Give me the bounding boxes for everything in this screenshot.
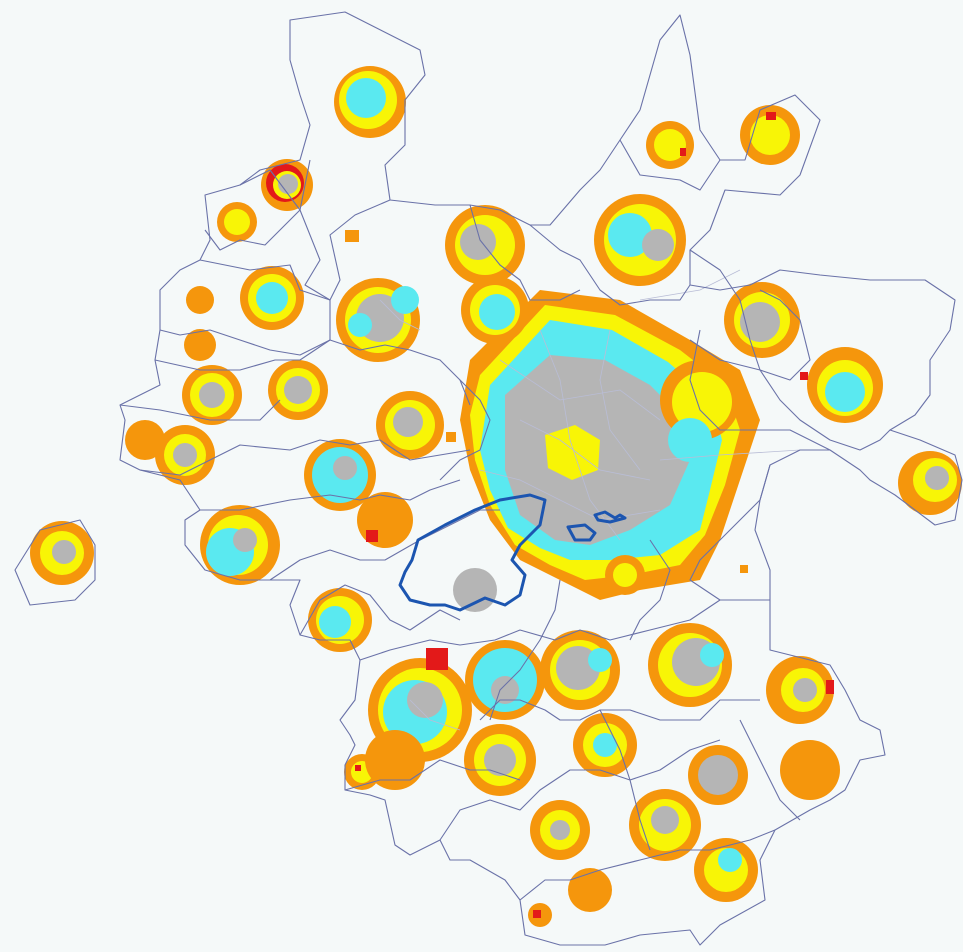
density-patch: [740, 565, 748, 573]
zone-boundary: [439, 739, 721, 841]
density-patch: [588, 648, 612, 672]
zone-boundary: [629, 539, 671, 641]
zone-boundary: [689, 339, 891, 451]
density-patch: [366, 530, 378, 542]
density-patch: [780, 740, 840, 800]
zone-boundary: [599, 709, 651, 851]
density-patch: [568, 868, 612, 912]
sub-zone-line: [639, 269, 741, 301]
zone-boundary: [159, 259, 331, 356]
sub-zone-line: [519, 419, 651, 481]
density-patch: [672, 372, 732, 432]
zone-boundary: [119, 399, 281, 421]
density-patch: [284, 376, 312, 404]
density-patch: [698, 755, 738, 795]
density-patch: [608, 213, 652, 257]
density-patch: [740, 302, 780, 342]
density-patch: [766, 112, 776, 120]
zone-boundary: [739, 719, 801, 821]
density-patch: [333, 456, 357, 480]
zone-boundary: [619, 139, 721, 191]
density-patch: [593, 733, 617, 757]
density-patch: [426, 648, 448, 670]
density-patch: [613, 563, 637, 587]
density-patch: [826, 680, 834, 694]
density-patch: [393, 407, 423, 437]
zone-boundary: [689, 249, 811, 381]
zone-boundary: [439, 379, 491, 481]
zone-boundary: [139, 439, 471, 476]
density-patch: [407, 682, 443, 718]
zone-boundary: [200, 479, 461, 511]
zone-boundary: [269, 539, 421, 581]
density-patch: [550, 820, 570, 840]
density-patch: [479, 294, 515, 330]
density-patch: [654, 129, 686, 161]
density-patch: [391, 286, 419, 314]
zone-boundary: [204, 169, 301, 251]
density-patch: [365, 730, 425, 790]
density-patch: [233, 528, 257, 552]
density-patch: [256, 282, 288, 314]
density-patch: [125, 420, 165, 460]
highlight-zone-small: [566, 510, 627, 542]
density-patch: [533, 910, 541, 918]
density-patch: [184, 329, 216, 361]
density-patch: [668, 418, 712, 462]
density-patch: [199, 382, 225, 408]
density-patch: [750, 115, 790, 155]
density-patch: [651, 806, 679, 834]
density-patch: [484, 744, 516, 776]
zone-boundary: [529, 224, 691, 306]
density-patch: [446, 432, 456, 442]
density-patch: [460, 224, 496, 260]
density-patch: [680, 148, 686, 156]
density-patch: [453, 568, 497, 612]
sub-zone-line: [379, 299, 421, 331]
sub-zone-line: [409, 699, 461, 731]
density-patch: [642, 229, 674, 261]
sub-zone-line: [599, 329, 641, 471]
density-patch: [800, 372, 808, 380]
zone-boundary: [689, 329, 831, 451]
density-layer: [30, 66, 962, 927]
sub-zone-line: [499, 359, 661, 421]
admin-boundaries: [14, 11, 963, 946]
density-patch: [173, 443, 197, 467]
density-patch: [278, 174, 298, 194]
zone-boundary: [519, 829, 776, 901]
density-patch: [357, 492, 413, 548]
density-patch: [355, 765, 361, 771]
zone-boundary: [479, 699, 760, 721]
density-patch: [700, 643, 724, 667]
density-patch: [348, 313, 372, 337]
zone-boundary: [469, 204, 581, 301]
density-patch: [925, 466, 949, 490]
zone-boundary: [359, 599, 770, 661]
density-patch: [52, 540, 76, 564]
density-patch: [346, 78, 386, 118]
central-ring-inner: [545, 425, 600, 480]
enclave-boundary: [14, 519, 96, 606]
zone-boundary: [154, 339, 471, 406]
density-patch: [224, 209, 250, 235]
density-patch: [186, 286, 214, 314]
density-patch: [319, 606, 351, 638]
highlighted-zones: [398, 493, 627, 612]
density-patch: [345, 230, 359, 242]
zone-boundary: [419, 509, 500, 541]
density-patch: [718, 848, 742, 872]
density-patch: [825, 372, 865, 412]
highlight-zone-main: [398, 493, 547, 612]
sub-zone-line: [659, 449, 801, 461]
zone-boundary: [689, 464, 771, 601]
zone-boundary: [344, 759, 521, 791]
zone-boundary: [299, 584, 461, 636]
zone-boundary: [489, 579, 561, 721]
density-patch: [793, 678, 817, 702]
